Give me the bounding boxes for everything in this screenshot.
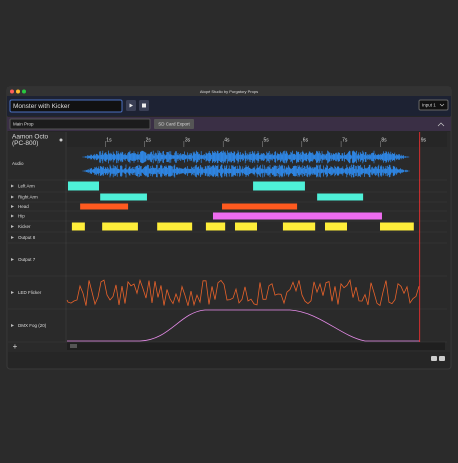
cue-block <box>212 212 382 220</box>
stop-icon <box>142 103 146 108</box>
track-name: DMX Fog (20) <box>18 323 47 328</box>
minimize-button[interactable] <box>16 89 20 94</box>
track-name: Right Arm <box>18 195 38 200</box>
add-button[interactable]: + <box>13 342 18 351</box>
close-button[interactable] <box>10 89 14 94</box>
track-icon <box>11 184 14 188</box>
prop-name: Main Prop <box>13 122 34 127</box>
show-name-field[interactable] <box>9 99 123 113</box>
cue-block <box>205 222 226 231</box>
zoom-out-button[interactable] <box>431 356 437 361</box>
track-icon <box>11 258 14 261</box>
zoom-in-button[interactable] <box>439 356 445 361</box>
track-icon <box>11 214 14 218</box>
ruler <box>67 132 447 147</box>
track-icon <box>11 236 14 239</box>
ruler-label: 1s <box>106 137 112 143</box>
track-name: Hip <box>18 214 25 219</box>
track-name: Output 7 <box>18 257 36 262</box>
track-name: Output 8 <box>18 235 36 240</box>
ruler-label: 5s <box>264 137 270 143</box>
track-name: LED Flicker <box>18 290 42 295</box>
track-name: Head <box>18 204 29 209</box>
track-name: Audio <box>12 161 24 166</box>
device-settings[interactable] <box>59 138 63 142</box>
cue-block <box>317 193 364 201</box>
scroll-thumb[interactable] <box>70 344 77 348</box>
input-select[interactable] <box>418 99 449 111</box>
cue-block <box>253 181 305 191</box>
device-model: (PC-800) <box>12 140 38 147</box>
dropdown-caret <box>439 103 445 107</box>
dmx-curve <box>67 309 420 342</box>
ruler-label: 3s <box>185 137 191 143</box>
track-icon <box>11 195 14 199</box>
zoom-button[interactable] <box>22 89 26 94</box>
waveform <box>82 164 410 178</box>
cue-block <box>234 222 257 231</box>
track-icon <box>11 225 14 228</box>
ruler-label: 2s <box>146 137 152 143</box>
cue-block <box>324 222 347 231</box>
prop-field[interactable] <box>9 118 151 130</box>
track-icon <box>11 205 14 208</box>
device-name: Aamon Octo <box>12 134 49 141</box>
cue-block <box>102 222 138 231</box>
ruler-label: 7s <box>342 137 348 143</box>
export-button[interactable] <box>154 119 194 129</box>
track-icon <box>11 324 14 327</box>
input-label: Input 1 <box>422 103 436 108</box>
show-name: Monster with Kicker <box>13 103 71 110</box>
cue-block <box>380 222 414 231</box>
cue-block <box>282 222 316 231</box>
ruler-label: 8s <box>381 137 387 143</box>
ruler-label: 6s <box>303 137 309 143</box>
cue-block <box>222 203 298 210</box>
track-name: Kicker <box>18 224 31 229</box>
cue-block <box>71 222 85 231</box>
track-icon <box>11 291 14 294</box>
track-area <box>8 132 450 352</box>
play-icon <box>129 103 133 108</box>
export-label: SD Card Export <box>158 122 190 127</box>
waveform <box>82 150 410 164</box>
collapse-caret[interactable] <box>437 122 445 127</box>
ruler-label: 9s <box>421 137 427 143</box>
track-name: Left Arm <box>18 184 35 189</box>
title-bar <box>7 87 451 96</box>
cue-block <box>157 222 193 231</box>
cue-block <box>100 193 147 201</box>
cue-block <box>67 181 100 191</box>
window-title: Atopé Studio by Purgatory Props <box>200 89 258 94</box>
cue-block <box>80 203 129 210</box>
scrollbar[interactable] <box>67 342 445 350</box>
led-curve <box>66 278 420 307</box>
ruler-label: 4s <box>224 137 230 143</box>
